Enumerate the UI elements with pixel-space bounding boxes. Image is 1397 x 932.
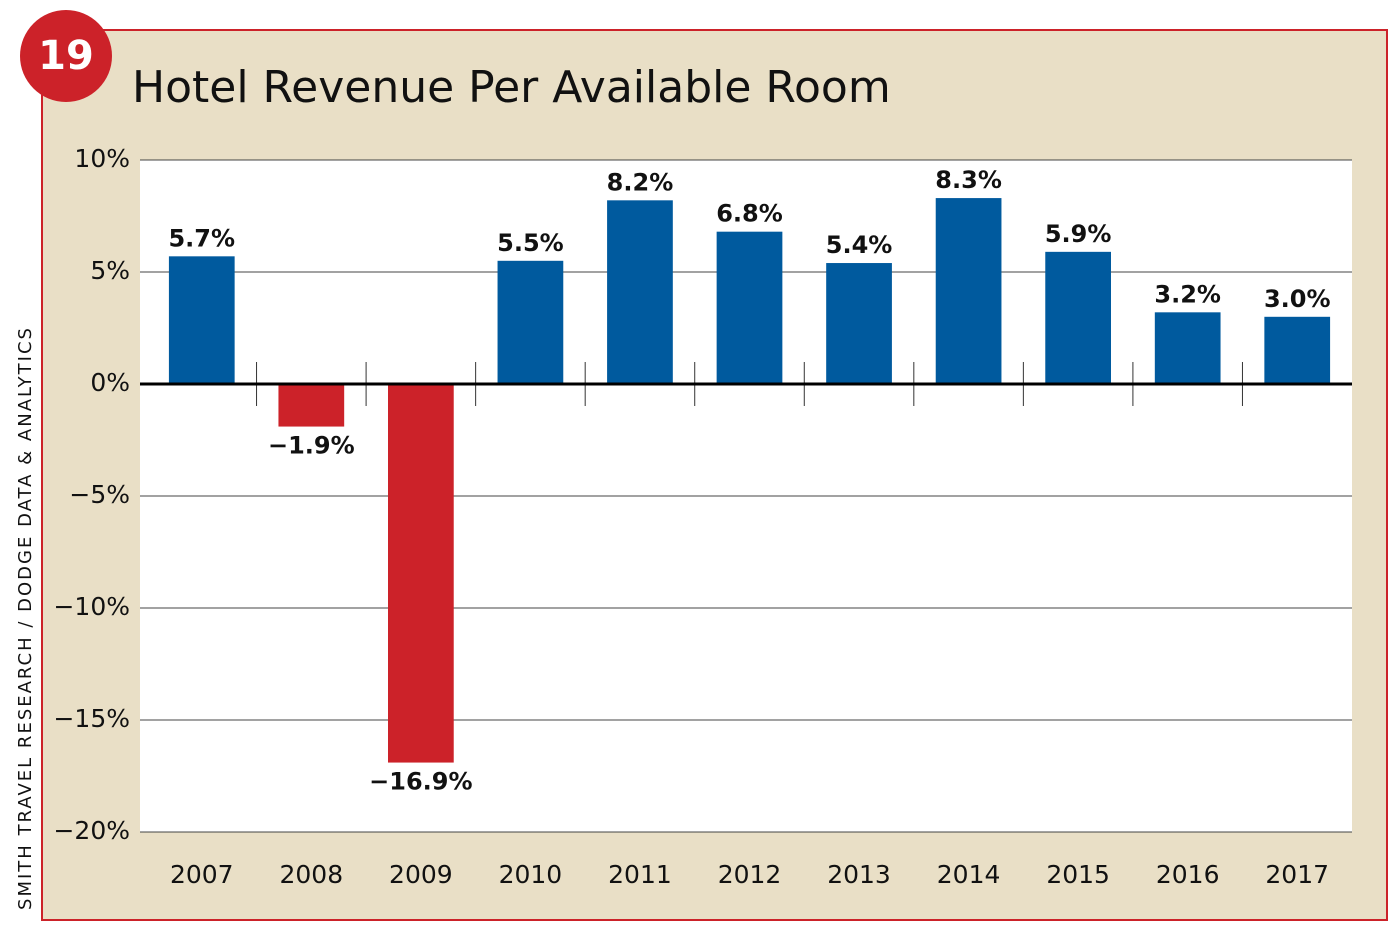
data-label: 5.5% <box>497 229 564 257</box>
x-tick-label: 2011 <box>608 860 672 889</box>
badge <box>20 10 112 102</box>
x-tick-label: 2013 <box>827 860 891 889</box>
data-label: 5.7% <box>168 224 235 252</box>
x-tick-label: 2007 <box>170 860 234 889</box>
bar <box>388 384 454 763</box>
bar <box>497 260 564 384</box>
bar <box>1045 251 1111 384</box>
bar <box>826 263 892 384</box>
x-tick-label: 2012 <box>718 860 782 889</box>
bar <box>278 384 345 427</box>
bar <box>716 231 783 384</box>
data-label: 5.4% <box>826 231 893 259</box>
y-tick-label: −15% <box>53 704 130 733</box>
y-tick-label: −5% <box>69 480 130 509</box>
data-label: 5.9% <box>1045 220 1112 248</box>
data-label: 8.2% <box>607 168 674 196</box>
x-tick-label: 2009 <box>389 860 453 889</box>
data-label: 6.8% <box>716 200 783 228</box>
bar <box>1264 316 1331 384</box>
data-label: −16.9% <box>369 768 472 796</box>
bar <box>1154 312 1221 384</box>
x-tick-label: 2008 <box>280 860 344 889</box>
bar <box>607 200 673 384</box>
data-label: 3.0% <box>1264 285 1331 313</box>
chart-title: Hotel Revenue Per Available Room <box>132 62 891 113</box>
y-tick-label: 0% <box>90 368 130 397</box>
y-tick-label: −20% <box>53 816 130 845</box>
bar <box>935 198 1002 384</box>
x-tick-label: 2014 <box>937 860 1001 889</box>
x-tick-label: 2016 <box>1156 860 1220 889</box>
y-tick-label: −10% <box>53 592 130 621</box>
x-tick-label: 2010 <box>499 860 563 889</box>
data-label: 3.2% <box>1154 280 1221 308</box>
bar <box>168 256 235 384</box>
x-tick-label: 2015 <box>1046 860 1110 889</box>
source: SMITH TRAVEL RESEARCH / DODGE DATA & ANA… <box>15 326 36 910</box>
data-label: −1.9% <box>268 432 355 460</box>
badge-number: 19 <box>38 33 94 79</box>
x-tick-label: 2017 <box>1265 860 1329 889</box>
y-tick-label: 5% <box>90 256 130 285</box>
data-label: 8.3% <box>935 166 1002 194</box>
y-tick-label: 10% <box>74 144 130 173</box>
